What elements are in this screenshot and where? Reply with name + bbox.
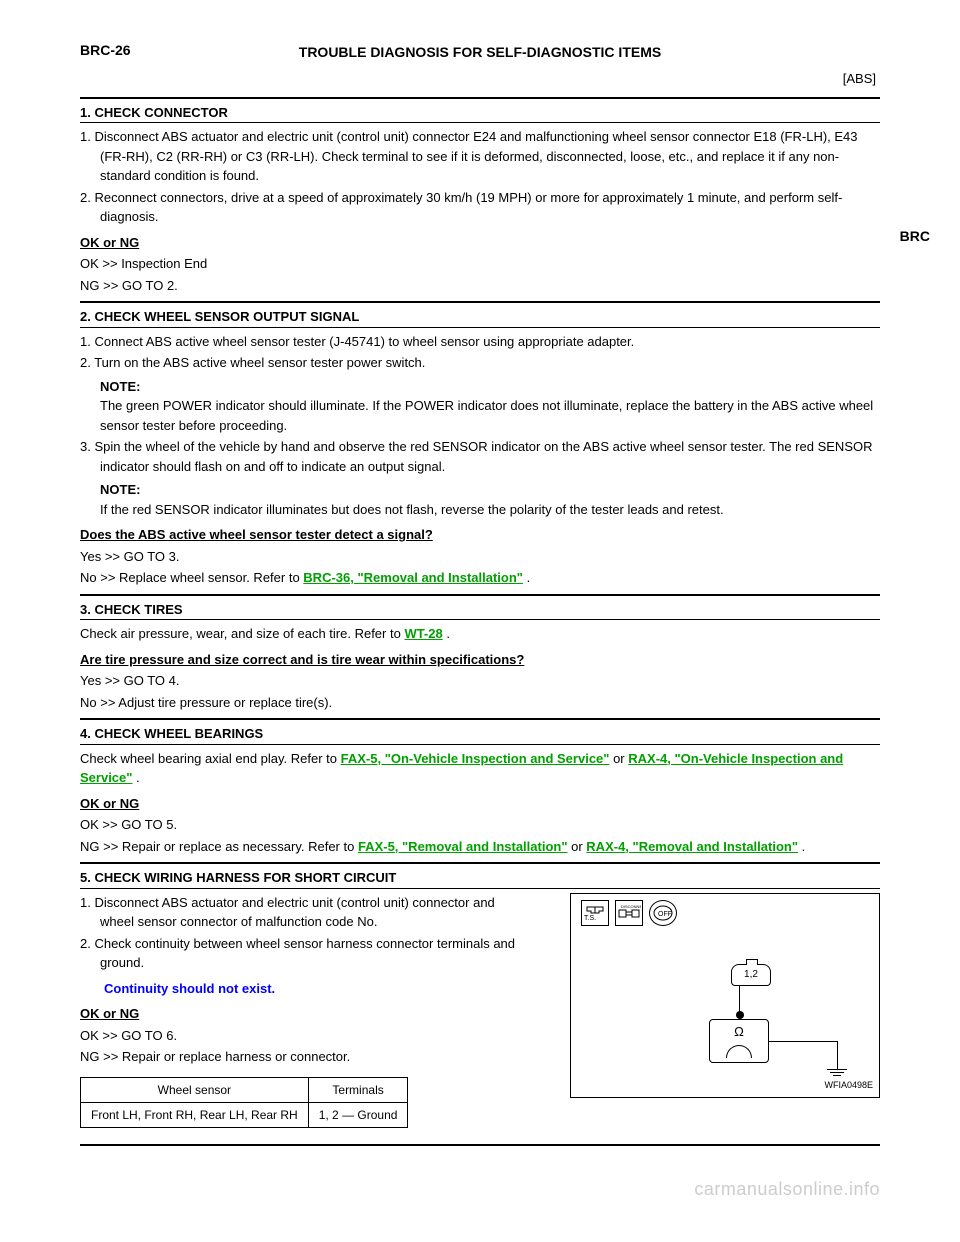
watermark: carmanualsonline.info [80,1176,880,1203]
link-rax4-removal[interactable]: RAX-4, "Removal and Installation" [586,839,798,854]
table-cell: 1, 2 — Ground [308,1102,408,1127]
probe-wire [739,986,740,1018]
svg-text:OFF: OFF [658,911,672,918]
body-text: Check wheel bearing axial end play. Refe… [80,749,880,788]
wiring-diagram: T.S. DISCONNECT OFF 1,2 WFIA0498E [570,893,880,1098]
body-text: Check air pressure, wear, and size of ea… [80,624,880,644]
yes-decision: Yes >> GO TO 4. [80,671,880,691]
ground-icon [827,1069,847,1076]
ok-or-ng: OK or NG [80,1004,530,1024]
section-1-header: 1. CHECK CONNECTOR [80,103,880,123]
no-decision: No >> Replace wheel sensor. Refer to BRC… [80,568,880,588]
diagram-code: WFIA0498E [824,1079,873,1093]
step-text: 1. Disconnect ABS actuator and electric … [80,893,530,932]
table-header: Wheel sensor [81,1077,309,1102]
link-brc36[interactable]: BRC-36, "Removal and Installation" [303,570,523,585]
text: . [132,770,139,785]
text: Check air pressure, wear, and size of ea… [80,626,404,641]
step-text: 1. Disconnect ABS actuator and electric … [80,127,880,186]
question: Does the ABS active wheel sensor tester … [80,525,880,545]
section-3-header: 3. CHECK TIRES [80,600,880,620]
ng-decision: NG >> Repair or replace as necessary. Re… [80,837,880,857]
side-label-brc: BRC [900,226,930,247]
wire [769,1041,837,1042]
off-icon: OFF [649,900,677,926]
note-label: NOTE: [80,377,880,397]
rule [80,1144,880,1146]
text: or [609,751,628,766]
disconnect-icon: DISCONNECT [615,900,643,926]
ng-decision: NG >> GO TO 2. [80,276,880,296]
note-body: The green POWER indicator should illumin… [80,396,880,435]
continuity-table: Wheel sensor Terminals Front LH, Front R… [80,1077,408,1128]
rule [80,301,880,303]
result-text: Continuity should not exist. [104,979,530,999]
rule [80,718,880,720]
rule [80,888,880,889]
page-number: BRC-26 [80,40,131,61]
step-text: 2. Check continuity between wheel sensor… [80,934,530,973]
ohmmeter-icon [709,1019,769,1063]
ok-decision: OK >> GO TO 6. [80,1026,530,1046]
table-header-row: Wheel sensor Terminals [81,1077,408,1102]
rule [80,97,880,99]
no-pre: No >> Replace wheel sensor. Refer to [80,570,303,585]
link-fax5-removal[interactable]: FAX-5, "Removal and Installation" [358,839,568,854]
section-2-header: 2. CHECK WHEEL SENSOR OUTPUT SIGNAL [80,307,880,327]
link-fax5-inspect[interactable]: FAX-5, "On-Vehicle Inspection and Servic… [341,751,610,766]
table-header: Terminals [308,1077,408,1102]
text: . [443,626,450,641]
connector-label: 1,2 [744,967,758,982]
rule [80,327,880,328]
subtitle: [ABS] [80,69,880,89]
no-decision: No >> Adjust tire pressure or replace ti… [80,693,880,713]
table-row: Front LH, Front RH, Rear LH, Rear RH 1, … [81,1102,408,1127]
table-cell: Front LH, Front RH, Rear LH, Rear RH [81,1102,309,1127]
link-wt28[interactable]: WT-28 [404,626,442,641]
section-5-header: 5. CHECK WIRING HARNESS FOR SHORT CIRCUI… [80,868,880,888]
note-label: NOTE: [80,480,880,500]
ok-decision: OK >> Inspection End [80,254,880,274]
section-4-header: 4. CHECK WHEEL BEARINGS [80,724,880,744]
connector-icon: 1,2 [731,964,771,986]
rule [80,594,880,596]
step-text: 2. Reconnect connectors, drive at a spee… [80,188,880,227]
ts-icon: T.S. [581,900,609,926]
step-text: 2. Turn on the ABS active wheel sensor t… [80,353,880,373]
no-post: . [523,570,530,585]
text: NG >> Repair or replace as necessary. Re… [80,839,358,854]
note-body: If the red SENSOR indicator illuminates … [80,500,880,520]
text: Check wheel bearing axial end play. Refe… [80,751,341,766]
wire [837,1041,838,1069]
ok-or-ng: OK or NG [80,233,880,253]
rule [80,744,880,745]
rule [80,122,880,123]
ng-decision: NG >> Repair or replace harness or conne… [80,1047,530,1067]
rule [80,619,880,620]
text: or [568,839,587,854]
yes-decision: Yes >> GO TO 3. [80,547,880,567]
svg-text:DISCONNECT: DISCONNECT [621,904,641,909]
question: Are tire pressure and size correct and i… [80,650,880,670]
ok-decision: OK >> GO TO 5. [80,815,880,835]
step-text: 1. Connect ABS active wheel sensor teste… [80,332,880,352]
ok-or-ng: OK or NG [80,794,880,814]
page-title: TROUBLE DIAGNOSIS FOR SELF-DIAGNOSTIC IT… [80,42,880,63]
step-text: 3. Spin the wheel of the vehicle by hand… [80,437,880,476]
rule [80,862,880,864]
text: . [798,839,805,854]
